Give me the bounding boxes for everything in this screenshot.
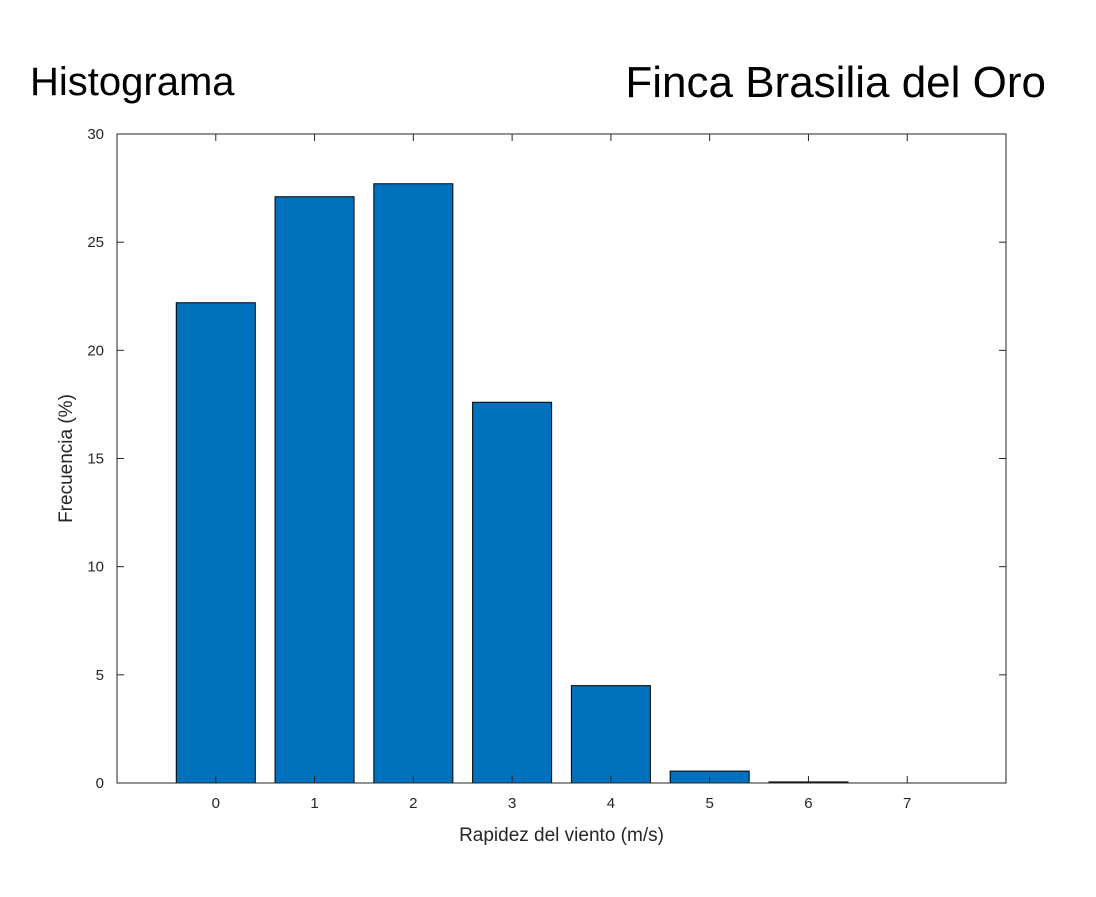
x-tick-label-4: 4 (607, 795, 615, 812)
chart-heading-right: Finca Brasilia del Oro (625, 58, 1046, 107)
histogram-bar-1 (274, 196, 355, 784)
x-tick-label-7: 7 (903, 795, 911, 812)
y-tick-label-20: 20 (87, 342, 104, 359)
histogram-bar-2 (373, 183, 454, 784)
y-tick-label-30: 30 (87, 126, 104, 143)
bar-series (175, 183, 849, 784)
y-tick-label-10: 10 (87, 559, 104, 576)
histogram-bar-0 (175, 302, 256, 784)
histogram-bar-3 (472, 401, 553, 784)
y-tick-label-0: 0 (96, 775, 104, 792)
y-axis-label: Frecuencia (%) (56, 394, 77, 523)
x-tick-label-0: 0 (212, 795, 220, 812)
x-tick-label-5: 5 (705, 795, 713, 812)
x-tick-label-2: 2 (409, 795, 417, 812)
y-tick-label-15: 15 (87, 451, 104, 468)
x-tick-label-3: 3 (508, 795, 516, 812)
x-tick-label-6: 6 (804, 795, 812, 812)
x-axis-label: Rapidez del viento (m/s) (459, 825, 664, 846)
x-axis-ticks: 0 1 2 3 4 5 6 7 (212, 134, 911, 812)
chart-heading-left: Histograma (30, 60, 235, 104)
histogram-bar-4 (570, 685, 651, 784)
y-tick-label-5: 5 (96, 667, 104, 684)
x-tick-label-1: 1 (310, 795, 318, 812)
y-tick-label-25: 25 (87, 234, 104, 251)
plot-area-frame (116, 133, 1007, 784)
